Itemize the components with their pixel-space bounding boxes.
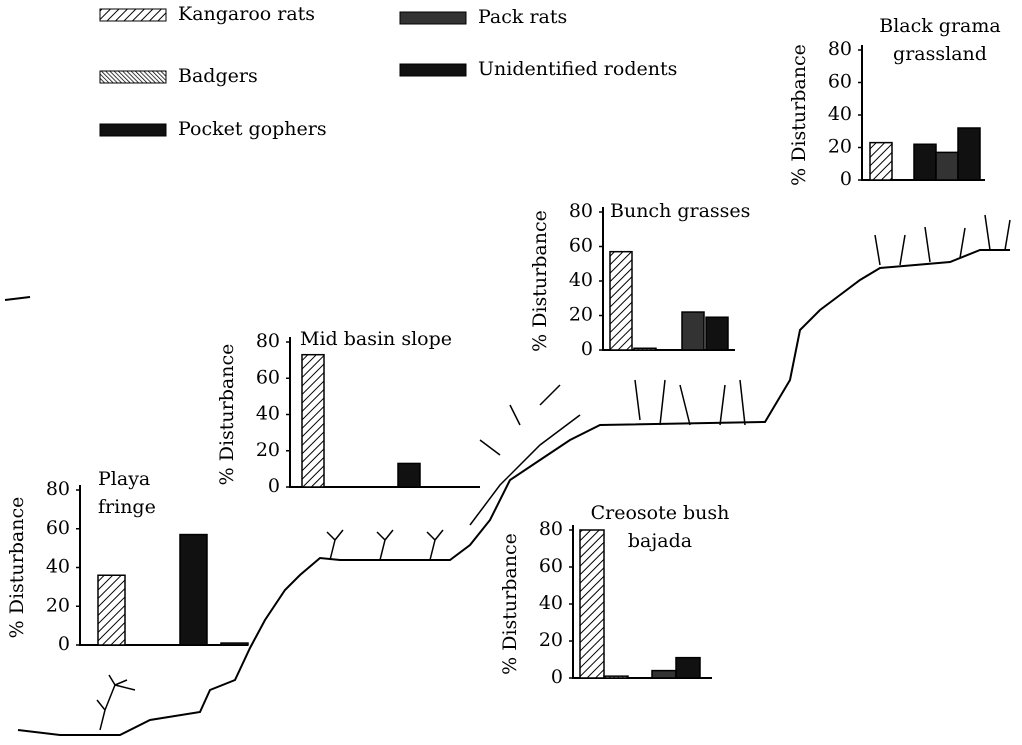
landscape [17,249,1010,736]
y-tick-label: 0 [551,666,563,688]
bar [957,127,981,181]
bar [633,347,657,351]
y-tick-label: 80 [569,200,593,222]
bar [603,675,629,679]
legend-label: Badgers [178,65,258,87]
bar [179,533,208,646]
y-tick-label: 60 [569,235,593,257]
y-tick-label: 40 [569,269,593,291]
chart-title: bajada [628,530,692,552]
y-tick-label: 0 [840,168,852,190]
legend-label: Pocket gophers [178,118,327,140]
y-tick-label: 80 [539,518,563,540]
y-tick-label: 40 [828,103,852,125]
bar-chart: Mid basin slope % Disturbance 0 20 40 60 80 [216,328,480,497]
y-axis-label: % Disturbance [6,497,28,639]
y-tick-label: 60 [828,71,852,93]
bar [935,151,959,181]
chart-title: Creosote bush [591,502,730,524]
y-tick-label: 40 [539,592,563,614]
bar-chart: Playa fringe % Disturbance 0 20 40 60 80 [6,468,249,655]
y-tick-label: 80 [256,330,280,352]
stray-mark [4,296,31,301]
legend-swatch [99,70,167,84]
legend-swatch [399,11,467,25]
bar [397,462,421,488]
y-tick-label: 40 [46,556,70,578]
y-tick-label: 0 [58,633,70,655]
bar [913,143,937,181]
y-axis-label: % Disturbance [216,344,238,486]
chart-title: grassland [893,43,987,65]
y-tick-label: 40 [256,403,280,425]
bar [869,141,893,181]
legend-label: Pack rats [478,6,567,28]
y-axis-label: % Disturbance [788,44,810,186]
bar [579,529,605,679]
legend-swatch [399,63,467,77]
y-tick-label: 20 [569,304,593,326]
chart-title: Black grama [879,15,1000,37]
bar [609,250,633,351]
legend: Kangaroo rats Badgers Pocket gophers Pack r… [99,3,677,140]
legend-label: Unidentified rodents [478,58,677,80]
chart-title: Mid basin slope [300,328,452,350]
y-tick-label: 80 [46,478,70,500]
y-tick-label: 60 [46,517,70,539]
bar [97,574,126,646]
chart-title: Playa [98,468,150,490]
bar [705,316,729,351]
bar-chart: Creosote bush bajada % Disturbance 0 20 40 60 8… [499,502,729,688]
y-tick-label: 20 [46,594,70,616]
bar [675,656,701,679]
y-tick-label: 20 [539,629,563,651]
y-tick-label: 0 [268,475,280,497]
y-tick-label: 80 [828,38,852,60]
bar-chart: Black grama grassland % Disturbance 0 20 40 60… [788,15,1001,190]
legend-label: Kangaroo rats [178,3,315,25]
bar [220,642,249,646]
y-tick-label: 0 [581,338,593,360]
y-axis-label: % Disturbance [499,533,521,675]
bar [301,353,325,488]
y-tick-label: 60 [539,555,563,577]
y-tick-label: 20 [256,439,280,461]
chart-title: fringe [98,496,156,518]
chart-title: Bunch grasses [610,200,750,222]
legend-swatch [99,8,167,22]
bar-chart: Bunch grasses % Disturbance 0 20 40 60 80 [529,200,750,360]
vegetation [96,214,1011,731]
legend-swatch [99,123,167,137]
y-axis-label: % Disturbance [529,210,551,352]
y-tick-label: 20 [828,136,852,158]
bar [681,311,705,351]
bar [651,669,677,679]
y-tick-label: 60 [256,366,280,388]
